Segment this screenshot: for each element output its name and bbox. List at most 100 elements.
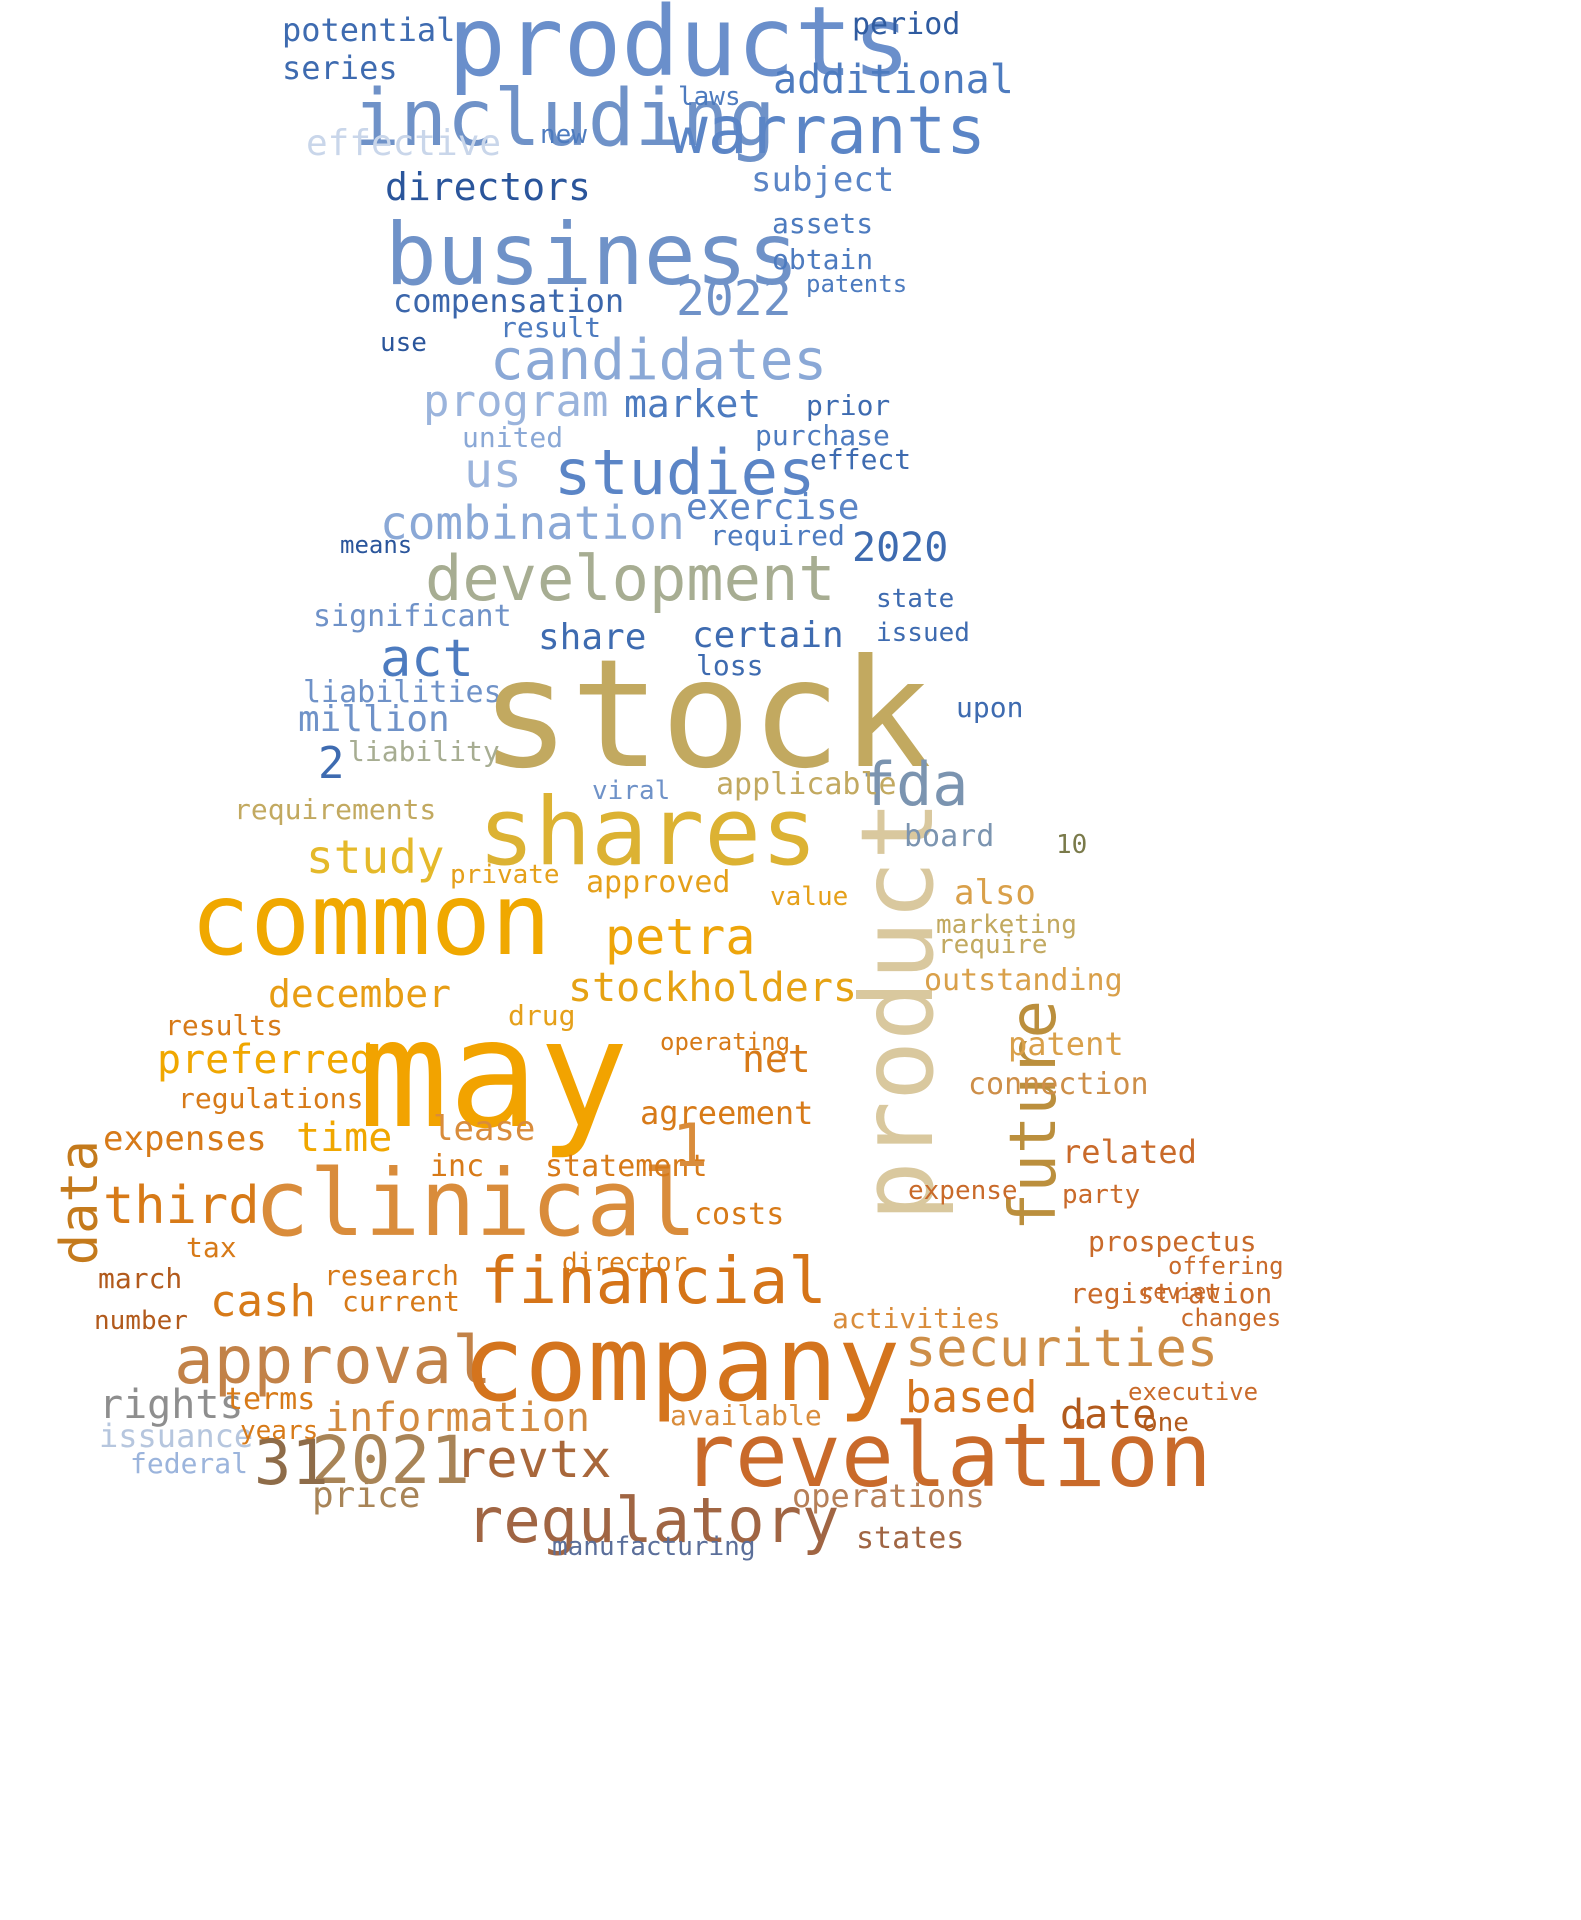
word: compensation xyxy=(393,282,625,320)
word: million xyxy=(298,699,450,740)
word: outstanding xyxy=(924,963,1123,998)
word: cash xyxy=(210,1276,316,1327)
word: us xyxy=(464,443,522,499)
word: stockholders xyxy=(568,965,857,1011)
word: exercise xyxy=(686,487,860,528)
word: applicable xyxy=(716,767,897,802)
word: revtx xyxy=(455,1430,612,1490)
word: period xyxy=(852,7,961,42)
word: regulations xyxy=(178,1082,364,1115)
word: related xyxy=(1062,1133,1197,1171)
word: tax xyxy=(186,1231,237,1264)
word: information xyxy=(325,1395,590,1441)
word: third xyxy=(103,1176,260,1236)
word: stock xyxy=(480,628,932,802)
word: common xyxy=(190,861,552,978)
word: 10 xyxy=(1056,830,1088,860)
word: changes xyxy=(1180,1304,1282,1332)
word: value xyxy=(770,882,849,912)
word: price xyxy=(312,1475,421,1516)
word: program xyxy=(423,376,609,427)
word: require xyxy=(938,930,1048,960)
word: fda xyxy=(860,750,969,820)
word: issuance xyxy=(99,1417,254,1455)
word: approved xyxy=(586,865,731,900)
word: state xyxy=(876,584,955,614)
word: approval xyxy=(174,1322,492,1399)
word: 2 xyxy=(318,738,345,789)
word: preferred xyxy=(157,1037,374,1083)
word: company xyxy=(462,1303,901,1425)
word: may xyxy=(358,988,629,1162)
word: combination xyxy=(380,496,685,550)
word: series xyxy=(282,49,398,87)
word: act xyxy=(380,629,474,689)
word: liabilities xyxy=(303,675,502,710)
word: loss xyxy=(696,649,764,682)
word: products xyxy=(448,0,911,98)
word: clinical xyxy=(254,1150,698,1257)
word: patents xyxy=(806,270,908,298)
word: operating xyxy=(660,1028,791,1056)
word: one xyxy=(1142,1408,1189,1438)
word: costs xyxy=(694,1197,785,1232)
word: net xyxy=(742,1037,811,1081)
word: research xyxy=(324,1259,459,1292)
word: 2022 xyxy=(676,271,792,327)
word: manufacturing xyxy=(552,1532,756,1562)
word: use xyxy=(380,328,427,358)
word: rights xyxy=(99,1382,244,1428)
word: shares xyxy=(478,778,818,887)
word: director xyxy=(562,1248,688,1278)
word: 1 xyxy=(672,1111,709,1181)
word: results xyxy=(165,1009,284,1042)
word: lease xyxy=(433,1109,536,1149)
word: inc xyxy=(430,1149,485,1184)
word: review xyxy=(1140,1280,1220,1305)
word: product xyxy=(839,800,956,1222)
word: available xyxy=(670,1399,822,1432)
word: including xyxy=(353,74,776,164)
word: number xyxy=(94,1306,188,1336)
word: warrants xyxy=(668,92,986,169)
word: activities xyxy=(832,1302,1001,1335)
word: candidates xyxy=(490,328,828,393)
word: 2021 xyxy=(311,1422,470,1499)
word: financial xyxy=(480,1245,827,1319)
word: issued xyxy=(876,618,970,648)
word: subject xyxy=(751,160,895,200)
word: expense xyxy=(908,1176,1018,1206)
word: party xyxy=(1062,1180,1141,1210)
word: based xyxy=(905,1372,1038,1423)
word: statement xyxy=(545,1149,708,1184)
word: revelation xyxy=(682,1404,1212,1507)
word: march xyxy=(98,1262,183,1295)
word: obtain xyxy=(772,243,874,276)
word: private xyxy=(450,860,560,890)
word: purchase xyxy=(755,419,890,452)
word: marketing xyxy=(936,910,1077,940)
word: also xyxy=(954,873,1036,913)
word: directors xyxy=(385,165,591,209)
word: new xyxy=(540,120,587,150)
word: additional xyxy=(773,57,1014,103)
word: potential xyxy=(282,11,456,49)
word: regulatory xyxy=(466,1484,840,1557)
word: data xyxy=(50,1140,110,1266)
word: requirements xyxy=(234,793,437,826)
word: significant xyxy=(313,599,512,634)
word: laws xyxy=(678,82,741,112)
word: development xyxy=(425,542,836,615)
word: petra xyxy=(605,908,756,966)
word: states xyxy=(856,1521,965,1556)
word: agreement xyxy=(640,1094,814,1132)
word: executive xyxy=(1128,1378,1259,1406)
word: time xyxy=(296,1115,393,1161)
word: assets xyxy=(772,207,874,240)
word: date xyxy=(1060,1392,1157,1438)
word: result xyxy=(500,311,602,344)
word: operations xyxy=(792,1477,985,1515)
word: prior xyxy=(806,389,891,422)
word: federal xyxy=(130,1447,249,1480)
